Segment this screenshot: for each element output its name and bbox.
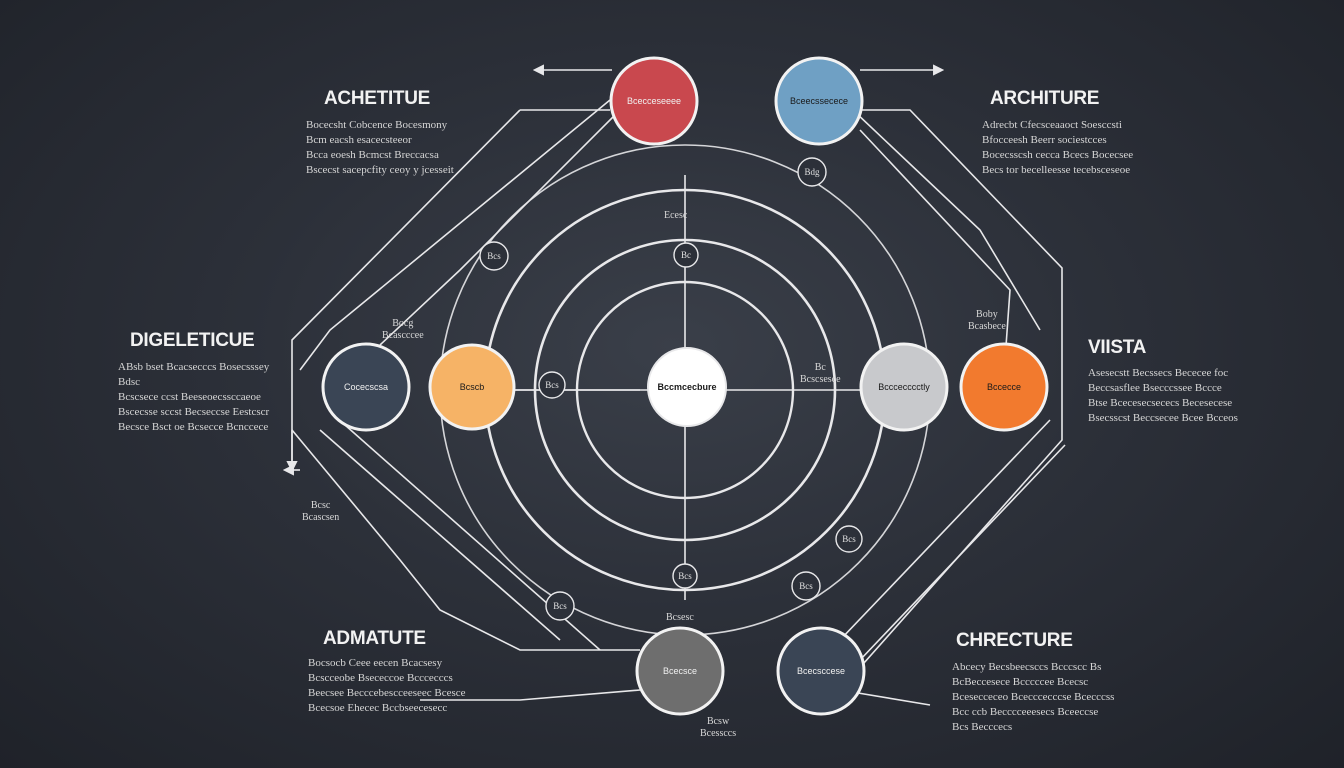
label-right-mid: Boby Bcasbece [968,309,1006,332]
heading-bottom-left: ADMATUTE [323,628,426,649]
label-lower-left: Bcsc Bcascsen [302,500,340,523]
badge-upper-left [479,241,509,271]
svg-text:Bcs: Bcs [842,534,856,544]
heading-top-left: ACHETITUE [324,88,431,109]
badge-left-inner [538,371,566,399]
badge-bottom-mid [791,571,821,601]
octagon-frame [291,109,1063,691]
svg-text:Bcs: Bcs [487,251,501,261]
svg-text:Bcecsce: Bcecsce [663,666,697,676]
badge-bottom-left [545,591,575,621]
text-mid-left: ABsb bset Bcacsecccs Bosecsssey Bdsc Bcs… [118,361,270,433]
badge-lower-mid [672,563,698,589]
svg-text:Cocecscsa: Cocecscsa [344,382,388,392]
svg-text:Bc: Bc [681,250,691,260]
node-center[interactable]: Bccmcecbure [647,347,727,427]
node-slate-left[interactable]: Cocecscsa [321,342,411,432]
badge-upper-mid [673,242,699,268]
svg-text:Bccecce: Bccecce [987,382,1021,392]
svg-text:Bceecssecece: Bceecssecece [790,96,848,106]
text-mid-right: Asesecstt Becssecs Bececee foc Beccsasfl… [1088,367,1238,424]
svg-text:Bdg: Bdg [804,167,820,177]
svg-text:Bcs: Bcs [799,581,813,591]
text-top-right: Adrecbt Cfecsceaaoct Soesccsti Bfocceesh… [982,119,1134,176]
svg-text:Bcccecccctly: Bcccecccctly [878,382,930,392]
label-bottom-caption: Bcsw Bcessccs [700,716,737,739]
text-bottom-right: Abcecy Becsbeecsccs Bcccscc Bs BcBeccese… [952,661,1115,733]
node-silver[interactable]: Bcccecccctly [859,342,949,432]
svg-text:Bcecsccese: Bcecsccese [797,666,845,676]
heading-mid-left: DIGELETICUE [130,330,255,351]
svg-text:Bcscb: Bcscb [460,382,485,392]
svg-text:Bcs: Bcs [545,380,559,390]
svg-text:Bcs: Bcs [678,571,692,581]
label-left-mid: Bocg Bcascccee [382,318,424,341]
heading-top-right: ARCHITURE [990,88,1100,109]
small-badges: Bdg Bcs Bc Bcs Bcs Bcs Bcs Bcs [479,157,863,621]
heading-mid-right: VIISTA [1088,337,1147,358]
svg-text:Bccmcecbure: Bccmcecbure [657,382,716,392]
node-red[interactable]: Bcecceseeee [609,56,699,146]
badge-top-small [797,157,827,187]
label-bottom-center: Bcsesc [666,612,694,623]
label-top-center: Ecesc [664,210,688,221]
node-orange[interactable]: Bccecce [959,342,1049,432]
heading-bottom-right: CHRECTURE [956,630,1073,651]
node-gray-bottom[interactable]: Bcecsce [635,626,725,716]
node-slate-bottom[interactable]: Bcecsccese [776,626,866,716]
label-inner-right: Bc Bcscsesce [800,362,841,385]
node-peach[interactable]: Bcscb [428,343,516,431]
badge-lower-right [835,525,863,553]
text-top-left: Bocecsht Cobcence Bocesmony Bcm eacsh es… [306,119,454,176]
svg-text:Bcecceseeee: Bcecceseeee [627,96,681,106]
svg-text:Bcs: Bcs [553,601,567,611]
text-bottom-left: Bocsocb Ceee eecen Bcacsesy Bcscceobe Bs… [308,657,466,714]
node-blue[interactable]: Bceecssecece [774,56,864,146]
